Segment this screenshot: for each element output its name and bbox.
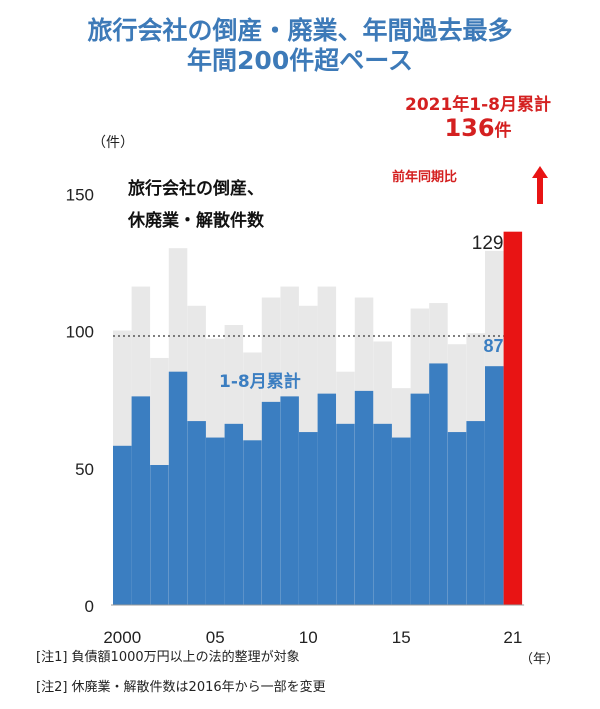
data-label: 87 xyxy=(483,336,503,356)
bar-partial xyxy=(131,396,151,605)
callout-yoy: 前年同期比 xyxy=(392,170,458,185)
x-tick-label: 15 xyxy=(392,628,411,647)
bar-partial xyxy=(485,366,504,605)
bar-partial xyxy=(373,423,392,605)
bar-partial xyxy=(392,437,411,605)
callout-count: 136件 xyxy=(420,114,536,142)
bar-partial xyxy=(429,363,448,605)
bar-partial xyxy=(168,371,188,605)
x-tick-label: 2000 xyxy=(103,628,141,647)
bar-highlight xyxy=(503,231,523,605)
bar-partial xyxy=(224,423,244,605)
bar-partial xyxy=(447,432,467,605)
bar-partial xyxy=(410,393,430,605)
chart-title-line1: 旅行会社の倒産・廃業、年間過去最多 xyxy=(87,16,513,45)
bar-partial xyxy=(354,390,374,605)
x-axis-unit: （年） xyxy=(520,652,560,667)
up-arrow-icon xyxy=(532,166,548,204)
callout-period: 2021年1-8月累計 xyxy=(404,95,552,115)
bar-partial xyxy=(466,421,485,605)
x-tick-label: 05 xyxy=(206,628,225,647)
bar-partial xyxy=(206,437,225,605)
bar-partial xyxy=(317,393,337,605)
note-2: [注2] 休廃業・解散件数は2016年から一部を変更 xyxy=(36,680,326,695)
x-tick-label: 21 xyxy=(503,628,522,647)
chart-title-line2: 年間200件超ペース xyxy=(187,46,413,75)
bar-partial xyxy=(336,423,355,605)
y-tick-label: 50 xyxy=(75,460,94,479)
callout-count-unit: 件 xyxy=(494,121,512,141)
bar-partial xyxy=(113,445,132,605)
note-1: [注1] 負債額1000万円以上の法的整理が対象 xyxy=(36,650,300,665)
bar-partial xyxy=(243,440,262,605)
y-axis-unit: （件） xyxy=(92,135,134,151)
y-tick-label: 100 xyxy=(66,323,94,342)
y-tick-label: 150 xyxy=(66,185,94,204)
inline-title-line: 旅行会社の倒産、 xyxy=(128,178,264,199)
bar-partial xyxy=(280,396,299,605)
bar-partial xyxy=(187,421,206,605)
callout-count-number: 136 xyxy=(444,114,495,142)
inline-title-line: 休廃業・解散件数 xyxy=(127,210,265,231)
series-annotation: 1-8月累計 xyxy=(219,371,301,392)
y-tick-label: 0 xyxy=(85,597,94,616)
x-tick-label: 10 xyxy=(299,628,318,647)
bar-partial xyxy=(261,401,281,605)
bar-partial xyxy=(299,432,318,605)
data-label: 129 xyxy=(472,233,504,254)
bar-partial xyxy=(150,465,169,605)
